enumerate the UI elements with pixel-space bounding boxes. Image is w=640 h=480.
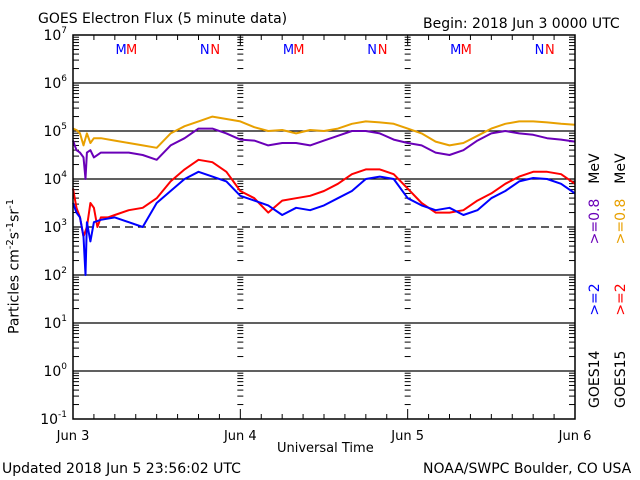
series-line-goes15-2-mev: [72, 158, 576, 238]
y-tick-exponent: 2: [61, 266, 67, 276]
legend-column-goes14: GOES14 >=2 >=0.8 MeV: [587, 153, 603, 408]
y-tick-label: 107: [43, 26, 67, 44]
orbit-marker-n: N: [200, 43, 210, 58]
y-tick-label: 100: [43, 362, 67, 380]
y-tick-base: 10: [43, 172, 61, 188]
orbit-marker-m: M: [293, 43, 304, 58]
x-tick-label: Jun 5: [390, 429, 424, 444]
plot-frame: [72, 34, 576, 420]
y-axis-s: s: [6, 231, 23, 240]
x-tick-label: Jun 3: [56, 429, 90, 444]
x-tick-label: Jun 6: [558, 429, 592, 444]
orbit-marker-m: M: [450, 43, 461, 58]
y-tick-exponent: -1: [58, 410, 67, 420]
y-tick-label: 101: [43, 314, 67, 332]
legend-goes14-08mev: >=0.8: [587, 198, 603, 245]
y-tick-base: 10: [43, 28, 61, 44]
legend-goes15-unit: MeV: [613, 153, 629, 184]
y-tick-exponent: 0: [61, 362, 67, 372]
orbit-marker-m: M: [126, 43, 137, 58]
y-tick-base: 10: [43, 76, 61, 92]
series-line-goes14-0-8-mev: [72, 127, 576, 180]
y-tick-label: 103: [43, 218, 67, 236]
y-tick-label: 106: [43, 74, 67, 92]
legend-column-goes15: GOES15 >=2 >=0.8 MeV: [613, 153, 629, 408]
credit-text: NOAA/SWPC Boulder, CO USA: [423, 461, 632, 477]
orbit-marker-n: N: [378, 43, 388, 58]
y-axis-label-text: Particles cm: [6, 249, 23, 334]
legend-goes15-2mev: >=2: [613, 283, 629, 316]
orbit-marker-n: N: [367, 43, 377, 58]
y-axis-sr: sr: [6, 208, 23, 222]
y-tick-base: 10: [40, 412, 58, 428]
chart-title: GOES Electron Flux (5 minute data): [38, 11, 288, 27]
orbit-marker-m: M: [115, 43, 126, 58]
y-tick-base: 10: [43, 220, 61, 236]
y-tick-base: 10: [43, 268, 61, 284]
orbit-marker-n: N: [545, 43, 555, 58]
y-tick-exponent: 1: [61, 314, 67, 324]
x-axis-label: Universal Time: [277, 441, 374, 456]
y-tick-exponent: 5: [61, 122, 67, 132]
legend-goes15-08mev: >=0.8: [613, 198, 629, 245]
orbit-marker-m: M: [461, 43, 472, 58]
y-tick-label: 102: [43, 266, 67, 284]
legend-goes14-unit: MeV: [587, 153, 603, 184]
orbit-marker-m: M: [283, 43, 294, 58]
legend-goes14-2mev: >=2: [587, 283, 603, 316]
begin-time: Begin: 2018 Jun 3 0000 UTC: [423, 16, 620, 32]
y-tick-exponent: 4: [61, 170, 67, 180]
y-axis-label: Particles cm-2s-1sr-1: [4, 198, 23, 334]
y-tick-exponent: 3: [61, 218, 67, 228]
y-tick-label: 104: [43, 170, 67, 188]
x-tick-label: Jun 4: [223, 429, 257, 444]
y-tick-exponent: 7: [61, 26, 67, 36]
legend-goes15-satellite: GOES15: [613, 350, 629, 408]
y-axis-sup-1: -2: [5, 239, 16, 250]
series-line-goes14-2-mev: [72, 170, 576, 276]
y-axis-sup-3: -1: [5, 198, 16, 209]
orbit-marker-n: N: [210, 43, 220, 58]
y-tick-base: 10: [43, 364, 61, 380]
y-axis-sup-2: -1: [5, 221, 16, 232]
legend-goes14-satellite: GOES14: [587, 350, 603, 408]
y-tick-label: 10-1: [40, 410, 67, 428]
series-line-goes15-0-8-mev: [72, 115, 576, 149]
y-tick-base: 10: [43, 316, 61, 332]
y-tick-base: 10: [43, 124, 61, 140]
updated-timestamp: Updated 2018 Jun 5 23:56:02 UTC: [2, 461, 241, 477]
orbit-marker-n: N: [535, 43, 545, 58]
y-tick-exponent: 6: [61, 74, 67, 84]
y-tick-label: 105: [43, 122, 67, 140]
